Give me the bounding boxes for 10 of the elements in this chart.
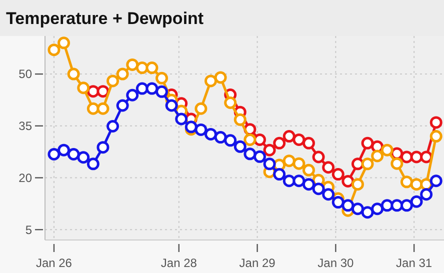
chart-title: Temperature + Dewpoint [6, 9, 204, 28]
y-tick-label: 35 [18, 119, 32, 134]
y-tick-label: 20 [18, 170, 32, 185]
x-tick-label: Jan 28 [160, 256, 198, 270]
x-tick-label: Jan 31 [396, 256, 432, 270]
x-tick-label: Jan 29 [239, 256, 276, 270]
y-tick-label: 50 [18, 67, 32, 82]
x-tick-label: Jan 30 [318, 256, 354, 270]
x-tick-label: Jan 26 [36, 256, 72, 270]
y-tick-label: 5 [25, 222, 32, 237]
